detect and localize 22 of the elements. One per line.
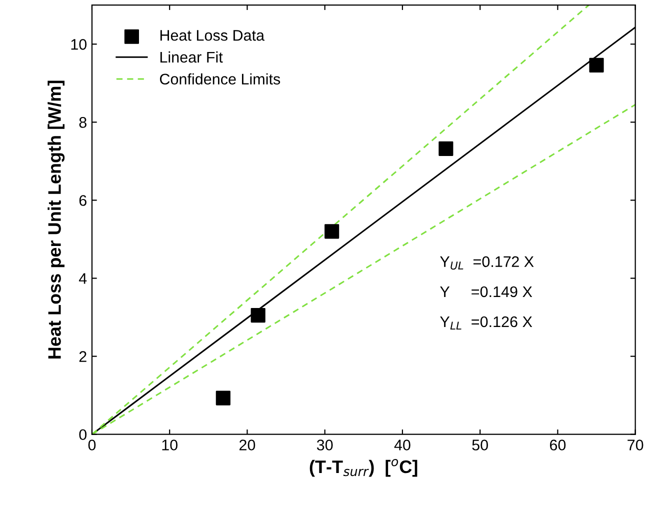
x-tick-label: 50 bbox=[472, 440, 488, 450]
annotation: Y$_{UL}$ =0.172 X bbox=[440, 256, 534, 270]
x-tick-label: 20 bbox=[239, 440, 256, 450]
y-tick-label: 4 bbox=[78, 273, 87, 284]
y-tick-label: 10 bbox=[71, 39, 87, 50]
legend-label: Linear Fit bbox=[160, 51, 223, 63]
annotation: Y =0.149 X bbox=[440, 286, 532, 298]
y-tick-label: 8 bbox=[79, 117, 86, 128]
x-tick-label: 70 bbox=[628, 440, 644, 450]
y-tick-label: 2 bbox=[79, 351, 86, 362]
annotation: Y$_{LL}$ =0.126 X bbox=[440, 316, 532, 330]
y-tick-label: 0 bbox=[79, 429, 87, 440]
x-tick-label: 40 bbox=[394, 440, 410, 450]
legend-label: Confidence Limits bbox=[160, 73, 280, 85]
x-axis-title: (T-T$_{surr}$) [$^{o}$C] bbox=[310, 459, 418, 477]
x-tick-label: 0 bbox=[88, 440, 96, 450]
legend-label: Heat Loss Data bbox=[160, 30, 265, 41]
y-axis-title: Heat Loss per Unit Length [W/m] bbox=[48, 80, 65, 358]
x-tick-label: 30 bbox=[316, 440, 333, 450]
x-tick-label: 60 bbox=[550, 440, 566, 450]
x-tick-label: 10 bbox=[162, 440, 178, 450]
y-tick-label: 6 bbox=[79, 195, 86, 206]
